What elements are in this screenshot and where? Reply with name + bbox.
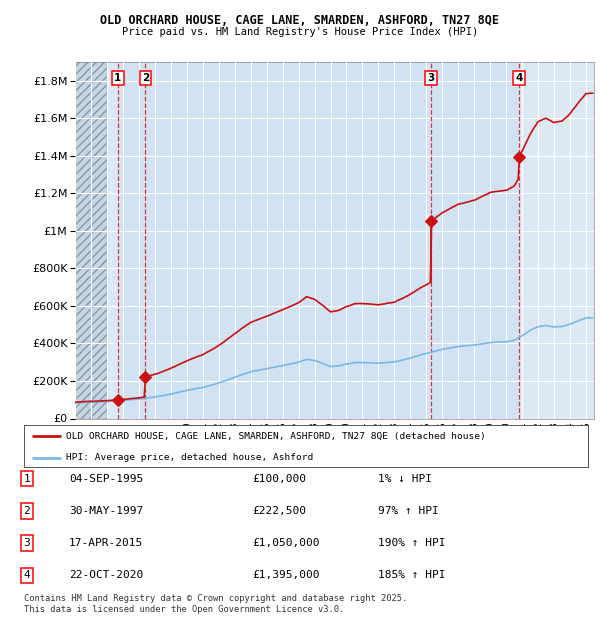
Text: £222,500: £222,500 — [252, 506, 306, 516]
Bar — [75, 62, 107, 419]
Text: 97% ↑ HPI: 97% ↑ HPI — [378, 506, 439, 516]
Text: £100,000: £100,000 — [252, 474, 306, 484]
Point — [113, 395, 122, 405]
Text: Contains HM Land Registry data © Crown copyright and database right 2025.
This d: Contains HM Land Registry data © Crown c… — [24, 595, 407, 614]
Text: OLD ORCHARD HOUSE, CAGE LANE, SMARDEN, ASHFORD, TN27 8QE: OLD ORCHARD HOUSE, CAGE LANE, SMARDEN, A… — [101, 14, 499, 27]
Text: 190% ↑ HPI: 190% ↑ HPI — [378, 538, 445, 548]
Bar — [75, 62, 107, 419]
Text: 4: 4 — [23, 570, 31, 580]
Text: 30-MAY-1997: 30-MAY-1997 — [69, 506, 143, 516]
Text: 3: 3 — [427, 73, 434, 83]
Text: 22-OCT-2020: 22-OCT-2020 — [69, 570, 143, 580]
Text: 185% ↑ HPI: 185% ↑ HPI — [378, 570, 445, 580]
Text: 1: 1 — [23, 474, 31, 484]
Text: 2: 2 — [142, 73, 149, 83]
Text: £1,050,000: £1,050,000 — [252, 538, 320, 548]
Text: 3: 3 — [23, 538, 31, 548]
Point — [426, 216, 436, 226]
Text: 04-SEP-1995: 04-SEP-1995 — [69, 474, 143, 484]
Text: £1,395,000: £1,395,000 — [252, 570, 320, 580]
Text: Price paid vs. HM Land Registry's House Price Index (HPI): Price paid vs. HM Land Registry's House … — [122, 27, 478, 37]
Bar — [118, 62, 145, 419]
Bar — [145, 62, 431, 419]
Text: 1% ↓ HPI: 1% ↓ HPI — [378, 474, 432, 484]
Text: 17-APR-2015: 17-APR-2015 — [69, 538, 143, 548]
Point — [140, 372, 150, 382]
Point — [514, 152, 524, 162]
Text: 4: 4 — [515, 73, 523, 83]
Text: HPI: Average price, detached house, Ashford: HPI: Average price, detached house, Ashf… — [66, 453, 314, 462]
Text: 2: 2 — [23, 506, 31, 516]
Text: 1: 1 — [114, 73, 121, 83]
Bar — [431, 62, 519, 419]
Text: OLD ORCHARD HOUSE, CAGE LANE, SMARDEN, ASHFORD, TN27 8QE (detached house): OLD ORCHARD HOUSE, CAGE LANE, SMARDEN, A… — [66, 432, 486, 441]
